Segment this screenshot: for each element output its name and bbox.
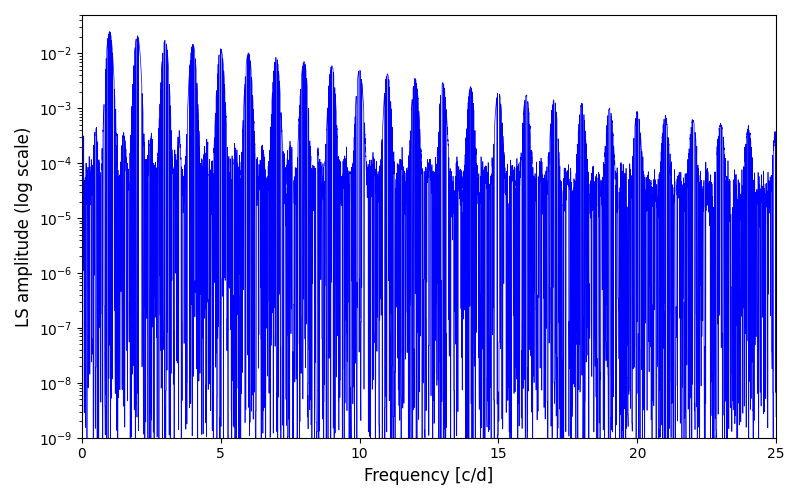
X-axis label: Frequency [c/d]: Frequency [c/d] <box>364 467 494 485</box>
Y-axis label: LS amplitude (log scale): LS amplitude (log scale) <box>15 126 33 326</box>
